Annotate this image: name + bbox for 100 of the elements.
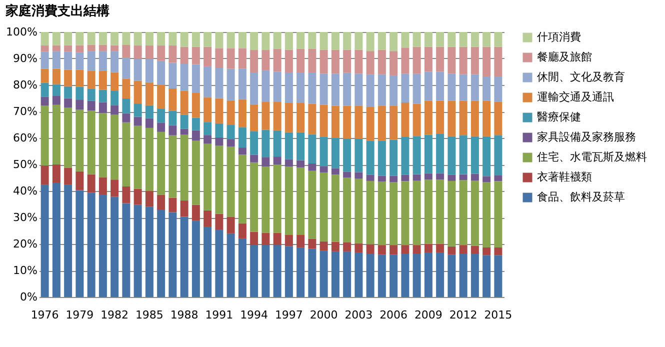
bar xyxy=(87,32,96,45)
bar xyxy=(238,127,246,148)
bar xyxy=(273,32,282,49)
bar xyxy=(331,168,340,175)
bar xyxy=(343,177,352,242)
bar xyxy=(273,102,282,130)
bar xyxy=(494,135,502,176)
bar xyxy=(308,238,316,249)
bar xyxy=(448,180,456,246)
bar xyxy=(204,144,212,210)
bar xyxy=(87,174,96,193)
bar xyxy=(52,104,60,164)
bar xyxy=(192,92,200,118)
x-tick-label: 2003 xyxy=(344,308,373,322)
bar xyxy=(424,244,432,252)
bar xyxy=(180,200,188,217)
bar xyxy=(424,72,432,101)
bar xyxy=(238,238,246,297)
y-tick-label: 60% xyxy=(13,132,38,144)
bar xyxy=(366,140,374,175)
bar xyxy=(157,32,166,46)
bar xyxy=(122,186,130,204)
bar xyxy=(262,157,270,167)
bar xyxy=(412,104,421,136)
bar xyxy=(470,174,479,181)
bar xyxy=(436,100,444,134)
bar xyxy=(401,245,410,254)
bar xyxy=(378,32,386,50)
bar xyxy=(378,106,386,141)
bar xyxy=(87,44,96,52)
bar xyxy=(204,66,212,98)
bar xyxy=(354,138,363,172)
bar xyxy=(284,234,293,246)
bar xyxy=(110,105,119,115)
bar xyxy=(390,176,398,182)
bar xyxy=(215,32,224,48)
bar xyxy=(134,116,142,126)
bar xyxy=(87,192,96,297)
bar xyxy=(168,46,177,63)
bar xyxy=(192,140,200,205)
bar xyxy=(40,184,49,297)
bar xyxy=(262,70,270,102)
bar xyxy=(494,175,502,182)
bar xyxy=(145,128,154,191)
bar xyxy=(459,135,468,174)
bar xyxy=(238,32,246,48)
bar xyxy=(110,32,119,46)
bar xyxy=(401,136,410,175)
bar xyxy=(331,242,340,252)
bar xyxy=(134,32,142,46)
bar xyxy=(204,32,212,47)
bar xyxy=(284,246,293,297)
bar xyxy=(482,176,491,182)
y-tick-label: 70% xyxy=(13,105,38,118)
bar xyxy=(64,52,72,70)
y-tick-label: 100% xyxy=(6,26,38,38)
legend-label: 住宅、水電瓦斯及燃料 xyxy=(537,150,647,164)
y-tick-label: 30% xyxy=(13,211,38,224)
bar xyxy=(470,246,479,254)
bar xyxy=(412,74,421,104)
bar xyxy=(192,130,200,141)
x-tick-label: 1985 xyxy=(135,308,164,322)
y-tick-label: 50% xyxy=(13,158,38,171)
bar xyxy=(296,160,305,168)
bar xyxy=(204,226,212,297)
bar xyxy=(180,90,188,115)
x-tick-label: 1988 xyxy=(170,308,198,322)
bar xyxy=(354,252,363,297)
bar xyxy=(436,72,444,101)
bar xyxy=(494,46,502,77)
bar xyxy=(134,46,142,59)
bar xyxy=(343,50,352,73)
bar xyxy=(331,32,340,50)
bar xyxy=(470,74,479,101)
x-tick-label: 1982 xyxy=(100,308,129,322)
bar xyxy=(238,99,246,128)
bar xyxy=(250,50,258,73)
bar xyxy=(64,108,72,168)
bar xyxy=(401,181,410,246)
bar xyxy=(215,123,224,138)
bar xyxy=(412,180,421,246)
bar xyxy=(87,100,96,111)
bar xyxy=(448,74,456,101)
bar xyxy=(98,51,107,71)
bar xyxy=(296,247,305,297)
bar xyxy=(284,159,293,167)
bar xyxy=(482,46,491,77)
bar xyxy=(482,76,491,101)
bar xyxy=(366,254,374,297)
y-tick-label: 90% xyxy=(13,52,38,65)
bar xyxy=(157,85,166,109)
bar xyxy=(40,32,49,46)
bar xyxy=(284,132,293,160)
bar xyxy=(64,32,72,46)
bar xyxy=(354,50,363,74)
bar xyxy=(482,255,491,297)
bar xyxy=(168,32,177,46)
bar xyxy=(378,181,386,246)
bar xyxy=(320,166,328,172)
bar xyxy=(64,98,72,108)
